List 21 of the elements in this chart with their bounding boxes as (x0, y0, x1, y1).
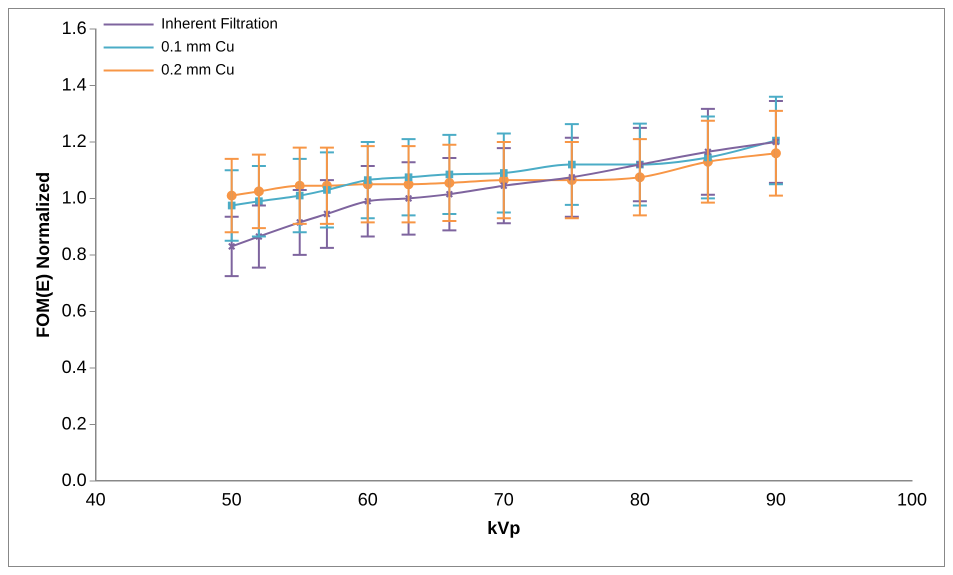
x-tick-label: 70 (494, 490, 514, 510)
y-tick-label: 1.6 (62, 18, 87, 38)
x-tick-label: 90 (766, 490, 786, 510)
legend-label: Inherent Filtration (161, 16, 278, 33)
y-tick-label: 1.4 (62, 74, 87, 94)
y-tick-label: 0.2 (62, 413, 87, 434)
y-tick-label: 0.6 (62, 300, 87, 320)
legend-label: 0.2 mm Cu (161, 62, 234, 79)
y-tick-label: 0.4 (62, 356, 87, 377)
x-tick-label: 50 (222, 490, 242, 510)
x-tick-label: 80 (630, 490, 650, 510)
x-axis-title: kVp (487, 518, 520, 538)
x-tick-label: 60 (358, 490, 378, 510)
y-tick-label: 1.2 (62, 130, 87, 151)
y-tick-label: 0.8 (62, 244, 87, 264)
legend-label: 0.1 mm Cu (161, 38, 234, 56)
y-tick-label: 0.0 (62, 470, 87, 490)
y-axis-title: FOM(E) Normalized (32, 172, 53, 338)
x-tick-label: 40 (86, 490, 106, 510)
x-tick-label: 100 (896, 490, 928, 510)
y-tick-label: 1.0 (62, 187, 87, 208)
